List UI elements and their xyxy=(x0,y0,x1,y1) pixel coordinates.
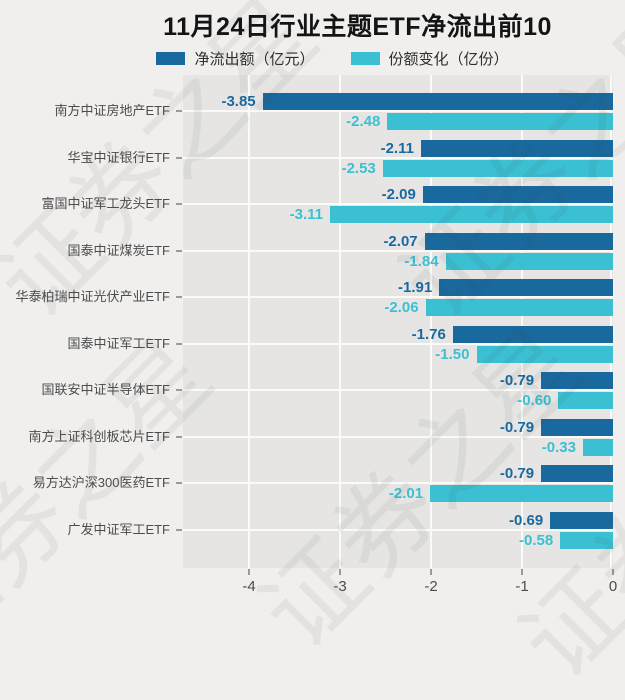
bar-share-change xyxy=(387,113,613,130)
bar-share-change xyxy=(382,159,613,177)
y-axis-tick xyxy=(176,203,182,206)
chart-title: 11月24日行业主题ETF净流出前10 xyxy=(163,13,552,41)
y-axis-tick xyxy=(176,249,182,252)
y-axis-tick xyxy=(176,435,182,438)
bar-value-share-change: -0.58 xyxy=(519,531,554,549)
y-axis-tick xyxy=(176,156,182,159)
y-axis-label: 易方达沪深300医药ETF xyxy=(32,475,170,491)
gridline-horizontal xyxy=(183,435,613,438)
x-axis-tick xyxy=(248,569,250,575)
legend-swatch-net-outflow xyxy=(156,51,186,65)
x-axis-tick xyxy=(430,569,432,575)
bar-value-share-change: -2.48 xyxy=(346,113,381,130)
x-axis-label: -4 xyxy=(242,578,256,595)
y-axis-label: 广发中证军工ETF xyxy=(67,521,170,537)
gridline-horizontal xyxy=(183,296,613,299)
gridline-vertical xyxy=(521,75,523,568)
y-axis: 南方中证房地产ETF 华宝中证银行ETF 富国中证军工龙头ETF 国泰中证煤炭ETF 华… xyxy=(0,0,183,606)
bar-value-net-outflow: -0.79 xyxy=(499,465,535,483)
gridline-horizontal xyxy=(183,482,613,485)
y-axis-label: 华宝中证银行ETF xyxy=(67,149,170,165)
bar-value-share-change: -1.84 xyxy=(404,252,439,270)
y-axis-tick xyxy=(176,342,182,345)
gridline-horizontal xyxy=(183,528,613,531)
y-axis-tick xyxy=(176,389,182,392)
gridline-horizontal xyxy=(183,389,613,392)
y-axis-label: 南方上证科创板芯片ETF xyxy=(28,428,170,444)
bar-value-net-outflow: -1.76 xyxy=(411,325,446,343)
bar-share-change xyxy=(476,345,613,363)
gridline-horizontal xyxy=(183,342,613,345)
bar-value-share-change: -1.50 xyxy=(435,345,470,363)
bar-share-change xyxy=(558,392,613,410)
y-axis-label: 国泰中证军工ETF xyxy=(67,335,170,351)
y-axis-label: 南方中证房地产ETF xyxy=(54,103,170,118)
gridline-horizontal xyxy=(183,203,613,206)
legend-item-share-change: 份额变化（亿份） xyxy=(350,48,509,69)
bar-share-change xyxy=(425,299,613,317)
y-axis-tick xyxy=(176,296,182,299)
x-axis-tick xyxy=(339,569,341,575)
bar-share-change xyxy=(430,485,613,503)
y-axis-tick xyxy=(176,528,182,531)
gridline-vertical xyxy=(430,75,432,568)
x-axis-tick xyxy=(612,569,614,575)
legend-label-share-change: 份额变化（亿份） xyxy=(388,50,509,68)
bar-value-share-change: -2.53 xyxy=(341,159,376,177)
bar-value-share-change: -2.06 xyxy=(384,299,419,317)
y-axis-label: 华泰柏瑞中证光伏产业ETF xyxy=(15,289,170,305)
bar-value-net-outflow: -2.11 xyxy=(380,139,414,157)
gridline-horizontal xyxy=(183,110,613,112)
x-axis-label: 0 xyxy=(608,578,618,595)
plot-panel: -3.85 -2.48 -2.11 -2.53 -2.09 -3.11 -2.07 -1.84… xyxy=(183,75,613,568)
legend: 净流出额（亿元） 份额变化（亿份） xyxy=(40,48,625,69)
y-axis-label: 富国中证军工龙头ETF xyxy=(41,196,170,212)
y-axis-tick xyxy=(176,110,182,112)
bar-net-outflow xyxy=(424,232,613,250)
bar-value-share-change: -3.11 xyxy=(289,206,323,224)
x-axis-tick xyxy=(521,569,523,575)
bar-net-outflow xyxy=(262,93,613,110)
bar-net-outflow xyxy=(422,186,613,204)
y-axis-tick xyxy=(176,482,182,485)
bar-value-net-outflow: -3.85 xyxy=(221,93,256,110)
x-axis-label: -2 xyxy=(424,578,438,595)
gridline-horizontal xyxy=(183,249,613,252)
bar-net-outflow xyxy=(421,139,613,157)
legend-swatch-share-change xyxy=(350,51,380,65)
legend-item-net-outflow: 净流出额（亿元） xyxy=(156,48,315,69)
bar-value-net-outflow: -1.91 xyxy=(398,279,433,297)
bar-value-net-outflow: -0.69 xyxy=(509,511,544,529)
x-axis: -4 -3 -2 -1 0 xyxy=(242,569,618,595)
gridline-vertical xyxy=(610,75,612,568)
bar-value-share-change: -2.01 xyxy=(388,485,424,503)
x-axis-label: -1 xyxy=(515,578,529,595)
gridline-horizontal xyxy=(183,156,613,159)
bar-net-outflow xyxy=(541,465,613,483)
bar-value-share-change: -0.33 xyxy=(541,438,576,456)
bar-value-net-outflow: -0.79 xyxy=(499,372,535,390)
bar-net-outflow xyxy=(550,511,613,529)
legend-label-net-outflow: 净流出额（亿元） xyxy=(194,50,315,68)
bar-value-net-outflow: -0.79 xyxy=(499,418,535,436)
bar-share-change xyxy=(560,531,613,549)
gridline-vertical xyxy=(248,75,250,568)
bar-share-change xyxy=(582,438,613,456)
bar-value-net-outflow: -2.07 xyxy=(383,232,418,250)
bar-share-change xyxy=(330,206,613,224)
bar-share-change xyxy=(445,252,613,270)
gridline-vertical xyxy=(339,75,341,568)
bar-net-outflow xyxy=(541,418,613,436)
bar-net-outflow xyxy=(452,325,613,343)
bar-net-outflow xyxy=(541,372,613,390)
x-axis-label: -3 xyxy=(333,578,347,595)
bar-value-share-change: -0.60 xyxy=(517,392,552,410)
bar-value-net-outflow: -2.09 xyxy=(381,186,416,204)
y-axis-label: 国泰中证煤炭ETF xyxy=(67,242,170,258)
bar-net-outflow xyxy=(439,279,613,297)
y-axis-label: 国联安中证半导体ETF xyxy=(41,382,170,398)
